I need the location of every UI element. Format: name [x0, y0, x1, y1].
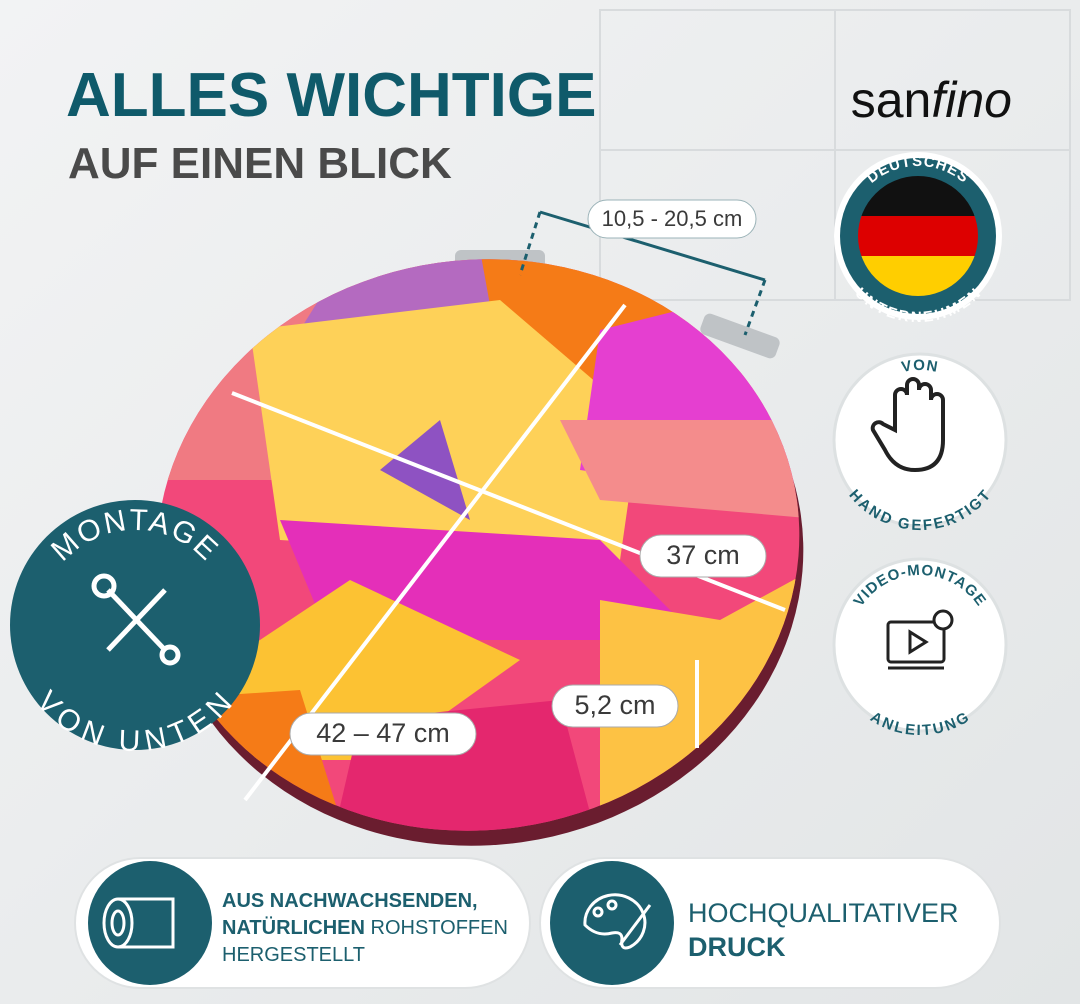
dimension-text: 10,5 - 20,5 cm — [602, 206, 743, 231]
card-text: DRUCK — [688, 932, 786, 962]
title: ALLES WICHTIGE — [66, 61, 596, 130]
card-text: AUS NACHWACHSENDEN, — [222, 890, 478, 912]
card-text-part: ROHSTOFFEN — [371, 917, 508, 939]
badge-text: VON — [900, 357, 940, 376]
subtitle: AUF EINEN BLICK — [68, 139, 452, 188]
dimension-label: 42 – 47 cm — [289, 712, 477, 756]
dimension-text: 5,2 cm — [574, 690, 655, 720]
mounting-badge: MONTAGE VON UNTEN — [10, 500, 260, 758]
brand-logo: sanfino — [851, 72, 1012, 128]
dimension-label: 5,2 cm — [551, 684, 679, 728]
dimension-text: 37 cm — [666, 540, 740, 570]
badge-text-path: VON — [900, 357, 939, 376]
card-text-part: NATÜRLICHEN — [222, 916, 365, 939]
hinge-measurement — [518, 210, 767, 336]
feature-card: AUS NACHWACHSENDEN, NATÜRLICHEN ROHSTOFF… — [74, 857, 531, 989]
feature-card: HOCHQUALITATIVER DRUCK — [539, 857, 1001, 989]
brand-part: san — [851, 72, 932, 128]
brand-part: fino — [931, 72, 1012, 128]
handmade-badge: VON HAND GEFERTIGT — [832, 352, 1008, 535]
dimension-text: 42 – 47 cm — [316, 718, 450, 748]
dimension-label: 37 cm — [639, 534, 767, 578]
video-badge: VIDEO-MONTAGE ANLEITUNG — [832, 557, 1008, 739]
card-text: NATÜRLICHEN ROHSTOFFEN — [222, 916, 508, 939]
dimension-label: 10,5 - 20,5 cm — [587, 199, 757, 239]
card-text: HOCHQUALITATIVER — [688, 898, 959, 928]
company-badge: DEUTSCHES UNTERNEHMEN — [834, 152, 1002, 326]
card-text: HERGESTELLT — [222, 944, 365, 966]
background-window — [599, 9, 1071, 301]
